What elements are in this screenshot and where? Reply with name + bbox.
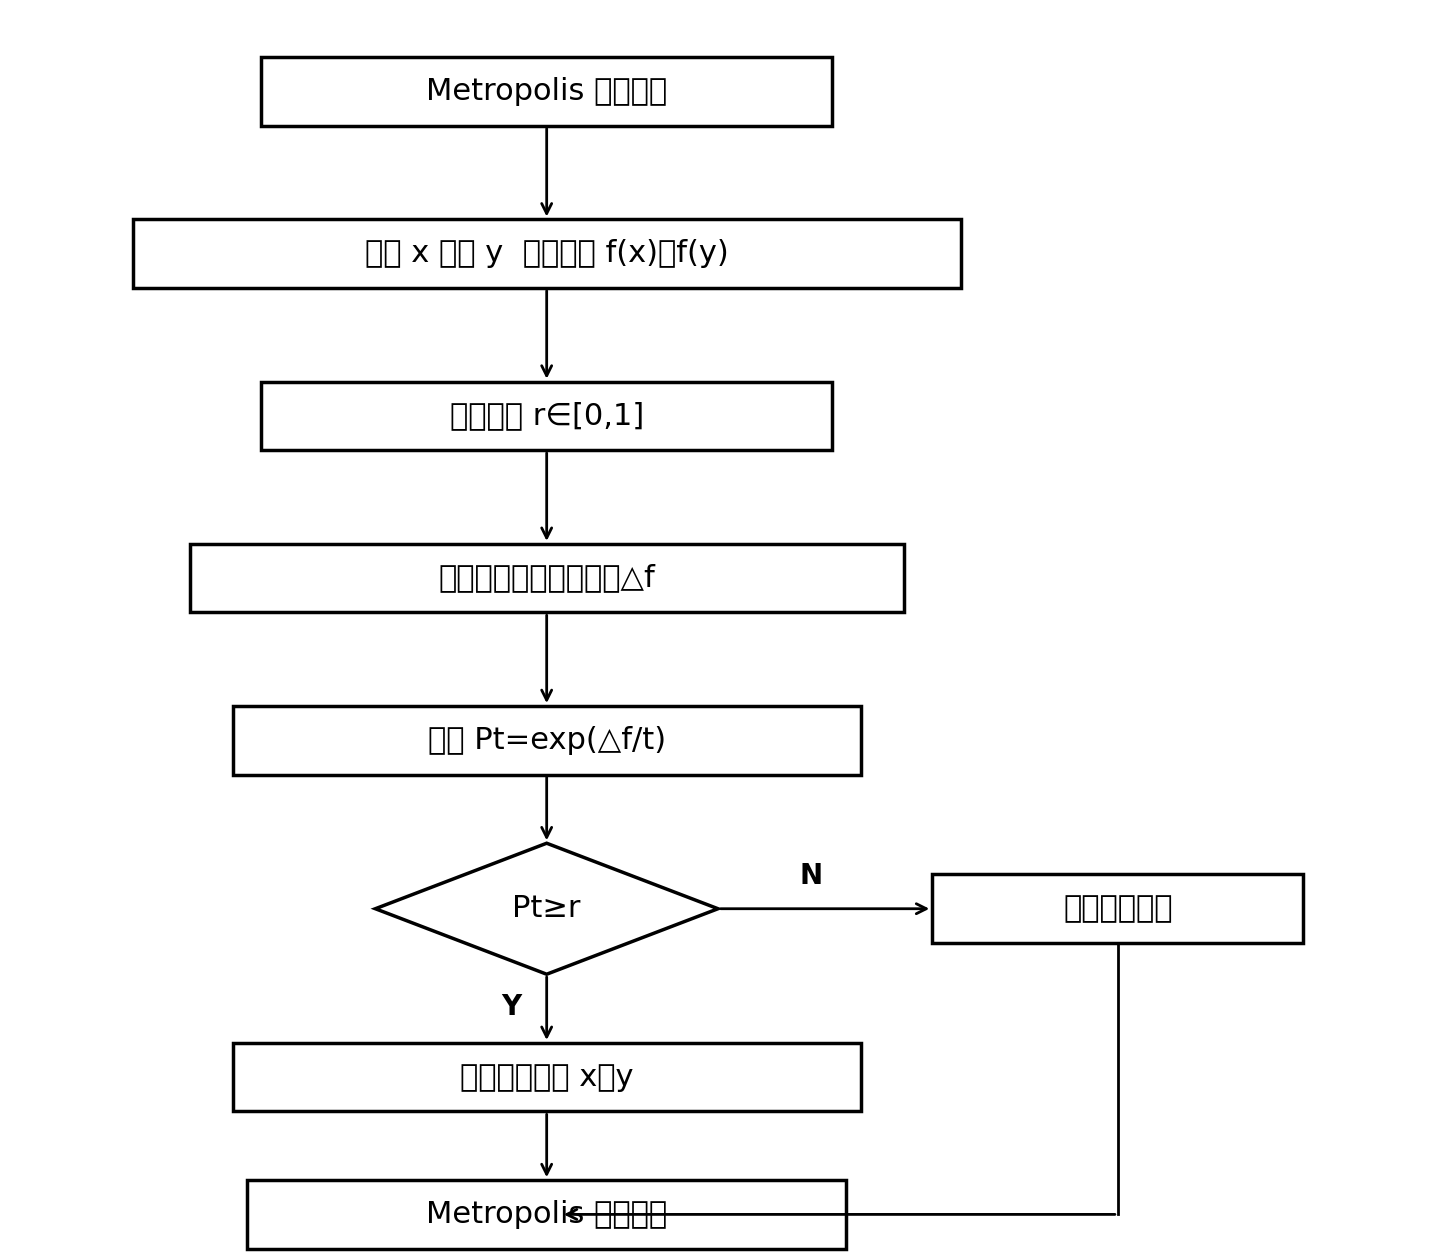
Text: Pt≥r: Pt≥r: [513, 894, 582, 923]
Text: 旧解 x 新解 y  及对应的 f(x)、f(y): 旧解 x 新解 y 及对应的 f(x)、f(y): [365, 239, 728, 269]
FancyBboxPatch shape: [261, 58, 833, 126]
Text: 旧解保持不变: 旧解保持不变: [1063, 894, 1173, 923]
FancyBboxPatch shape: [261, 382, 833, 450]
FancyBboxPatch shape: [132, 220, 961, 288]
FancyBboxPatch shape: [190, 544, 903, 613]
FancyBboxPatch shape: [247, 1181, 846, 1248]
Text: Y: Y: [501, 993, 521, 1021]
Text: 新解代替旧解 x＝y: 新解代替旧解 x＝y: [460, 1063, 633, 1091]
FancyBboxPatch shape: [233, 706, 860, 775]
Polygon shape: [375, 843, 718, 975]
FancyBboxPatch shape: [932, 874, 1304, 943]
FancyBboxPatch shape: [233, 1042, 860, 1112]
Text: 计算 Pt=exp(△f/t): 计算 Pt=exp(△f/t): [428, 726, 666, 755]
Text: Metropolis 准则结束: Metropolis 准则结束: [426, 1199, 668, 1228]
Text: Metropolis 准则开始: Metropolis 准则开始: [426, 77, 668, 106]
Text: 计算新旧解目标函数差△f: 计算新旧解目标函数差△f: [438, 564, 655, 593]
Text: N: N: [800, 862, 823, 891]
Text: 随机生产 r∈[0,1]: 随机生产 r∈[0,1]: [449, 402, 643, 431]
